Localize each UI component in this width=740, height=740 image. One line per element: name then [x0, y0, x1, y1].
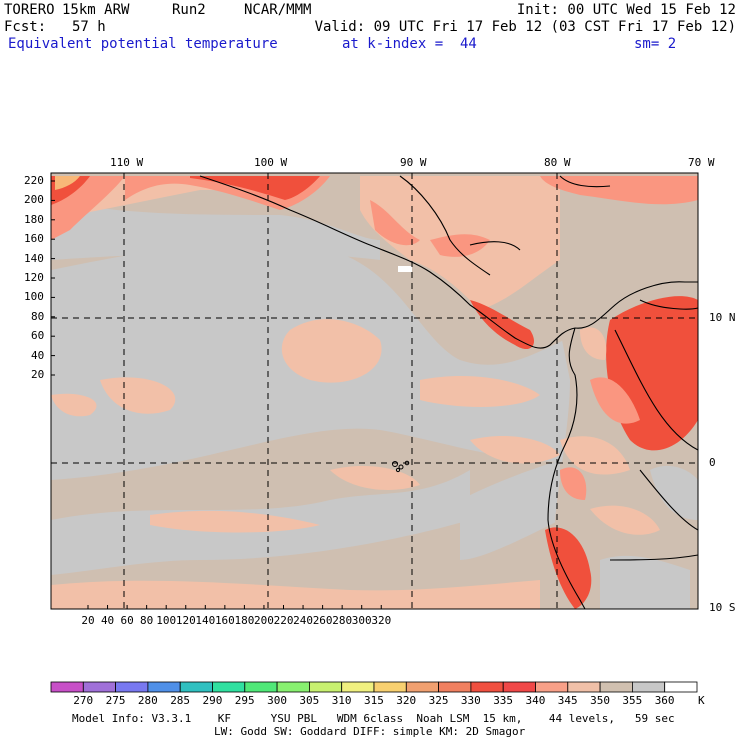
colorbar-level-label: 305 [299, 694, 320, 707]
lat-label-10s: 10 S [709, 601, 736, 614]
colorbar-level-label: 320 [396, 694, 417, 707]
physics-info: LW: Godd SW: Goddard DIFF: simple KM: 2D… [214, 725, 526, 738]
x-tick-label: 280 [332, 614, 353, 627]
x-tick-label: 60 [120, 614, 134, 627]
colorbar-level-label: 270 [73, 694, 94, 707]
x-tick-label: 80 [140, 614, 154, 627]
x-tick-label: 100 [156, 614, 177, 627]
field-name: Equivalent potential temperature [8, 36, 278, 52]
colorbar-level-label: 330 [460, 694, 481, 707]
lat-label-0: 0 [709, 456, 716, 469]
model-resolution: 15km ARW [62, 2, 130, 18]
y-tick-label: 120 [24, 271, 44, 284]
run-label: Run2 [172, 2, 206, 18]
colorbar-level-label: 350 [590, 694, 610, 707]
model-name: TORERO [4, 2, 55, 18]
y-tick-label: 140 [24, 251, 44, 265]
valid-time: Valid: 09 UTC Fri 17 Feb 12 (03 CST Fri … [314, 19, 736, 35]
x-tick-label: 160 [214, 614, 235, 627]
y-tick-label: 100 [24, 290, 44, 304]
colorbar-level-label: 355 [622, 694, 643, 707]
coastlines [199, 175, 699, 610]
lat-label-10n: 10 N [709, 311, 736, 324]
x-tick-label: 320 [371, 614, 392, 627]
y-tick-label: 200 [24, 193, 44, 207]
lon-label-80w: 80 W [544, 156, 571, 169]
map-frame [50, 172, 699, 610]
organization: NCAR/MMM [244, 2, 312, 18]
y-tick-label: 20 [31, 368, 45, 381]
y-tick-label: 180 [24, 212, 44, 226]
x-tick-label: 120 [175, 614, 196, 627]
colorbar-level-label: 345 [557, 694, 578, 707]
init-time: Init: 00 UTC Wed 15 Feb 12 [516, 2, 736, 18]
colorbar-level-label: 310 [331, 694, 352, 707]
smoothing-info: sm= 2 [634, 36, 677, 52]
colorbar-level-label: 295 [234, 694, 255, 707]
colorbar-level-label: 290 [202, 694, 223, 707]
model-info: Model Info: V3.3.1 KF YSU PBL WDM 6class… [72, 712, 675, 725]
colorbar-level-label: 340 [525, 694, 546, 707]
colorbar-level-label: 315 [364, 694, 384, 707]
y-tick-label: 60 [31, 329, 45, 343]
x-tick-label: 200 [254, 614, 274, 627]
colorbar-level-label: 275 [105, 694, 126, 707]
level-info: at k-index = 44 [342, 36, 477, 52]
x-tick-label: 180 [234, 614, 255, 627]
colorbar-level-label: 360 [654, 694, 675, 707]
x-tick-label: 300 [351, 614, 372, 627]
lon-label-70w: 70 W [688, 156, 715, 169]
x-tick-label: 140 [195, 614, 216, 627]
lon-label-100w: 100 W [254, 156, 288, 169]
forecast-hours: 57 h [72, 19, 106, 35]
x-tick-label: 40 [100, 614, 115, 627]
x-tick-label: 220 [273, 614, 294, 627]
x-tick-label: 20 [81, 614, 95, 627]
lon-label-90w: 90 W [400, 156, 427, 169]
colorbar-level-label: 335 [493, 694, 514, 707]
x-tick-label: 260 [312, 614, 333, 627]
colorbar-level-label: 280 [137, 694, 158, 707]
x-tick-label: 240 [293, 614, 314, 627]
y-tick-label: 80 [31, 309, 45, 323]
colorbar-level-label: 285 [170, 694, 191, 707]
colorbar-level-label: 300 [267, 694, 287, 707]
y-tick-label: 220 [24, 174, 44, 187]
y-tick-label: 40 [31, 348, 45, 362]
lat-lon-grid [51, 173, 698, 609]
colorbar-unit: K [698, 694, 705, 707]
forecast-label: Fcst: [4, 19, 47, 35]
colorbar-level-label: 325 [428, 694, 449, 707]
lon-label-110w: 110 W [110, 156, 144, 169]
theta-e-field [51, 173, 698, 609]
y-tick-label: 160 [24, 232, 44, 246]
